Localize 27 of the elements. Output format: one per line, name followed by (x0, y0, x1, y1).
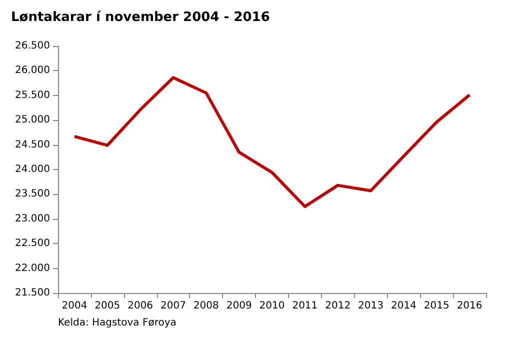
line-series (72, 76, 472, 208)
y-tick-label: 24.000 (15, 164, 50, 175)
x-tick-label: 2015 (424, 300, 450, 312)
y-tick-label: 23.000 (15, 213, 50, 224)
x-tick-label: 2013 (358, 300, 384, 312)
x-tick-label: 2006 (128, 300, 154, 312)
x-tick-label: 2016 (456, 300, 482, 312)
y-tick-label: 22.500 (15, 238, 50, 250)
y-tick-label: 22.000 (15, 262, 50, 274)
x-tick-label: 2009 (226, 300, 252, 312)
y-tick-label: 23.500 (15, 188, 50, 200)
x-tick-label: 2010 (259, 300, 285, 312)
y-tick-label: 25.500 (15, 90, 50, 101)
y-tick-label: 25.000 (15, 114, 50, 126)
x-tick-label: 2008 (193, 300, 219, 312)
x-tick-label: 2014 (390, 300, 416, 312)
y-tick-label: 26.500 (15, 40, 50, 52)
text: Kelda: Hagstova Føroya (58, 318, 176, 328)
x-tick-label: 2012 (325, 300, 351, 312)
y-tick-label: 26.000 (15, 65, 50, 76)
x-tick-label: 2011 (292, 300, 318, 312)
y-tick-label: 24.500 (15, 139, 50, 150)
x-tick-label: 2007 (160, 300, 186, 312)
chart-title: Løntakarar í november 2004 - 2016 (11, 10, 270, 25)
x-tick-label: 2004 (62, 300, 88, 312)
x-tick-label: 2005 (94, 300, 120, 312)
y-tick-label: 21.500 (15, 288, 50, 298)
